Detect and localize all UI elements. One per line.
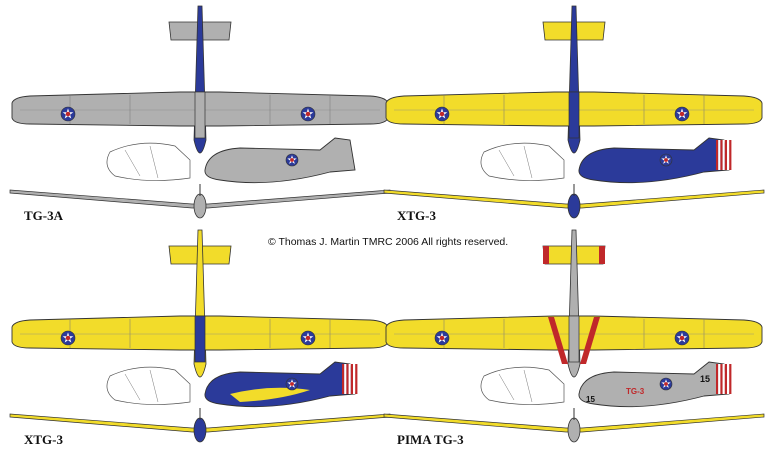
glider-variant-2 — [9, 229, 391, 443]
fuselage-center — [194, 315, 206, 363]
tailplane-stripe — [599, 246, 605, 264]
rudder-stripes — [716, 364, 732, 394]
side-view: 15 TG-3 15 — [480, 361, 732, 408]
canopy-frame — [523, 145, 533, 179]
canopy-sketch — [480, 366, 565, 405]
glider-variant-1 — [383, 5, 765, 219]
nose-number: 15 — [586, 395, 595, 404]
canopy-frame — [498, 149, 515, 177]
roundel-icon — [60, 106, 76, 122]
plan-view — [11, 5, 389, 154]
side-view — [106, 137, 356, 184]
roundel-icon — [285, 377, 299, 391]
canopy-frame — [124, 149, 141, 177]
canopy-frame — [149, 145, 159, 179]
front-fuselage — [193, 417, 207, 443]
canopy-sketch — [106, 142, 191, 181]
front-view — [383, 184, 765, 219]
roundel-icon — [300, 106, 316, 122]
fuselage-code: TG-3 — [626, 387, 645, 396]
canopy-frame — [498, 373, 515, 401]
variant-label-tg-3a: TG-3A — [24, 208, 63, 223]
tail-number: 15 — [700, 374, 710, 384]
roundel-icon — [434, 106, 450, 122]
roundel-icon — [285, 153, 299, 167]
plan-view — [385, 229, 763, 378]
variant-label-pima-tg-3: PIMA TG-3 — [397, 432, 464, 447]
fuselage-side — [578, 137, 730, 184]
rudder-stripes — [342, 364, 358, 394]
fuselage-center — [568, 91, 580, 139]
variant-label-xtg-3-a: XTG-3 — [397, 208, 436, 223]
canopy-sketch — [106, 366, 191, 405]
roundel-icon — [659, 153, 673, 167]
fuselage-side — [204, 137, 356, 184]
roundel-icon — [434, 330, 450, 346]
plan-view — [385, 5, 763, 154]
plan-view — [11, 229, 389, 378]
wing-stripe — [580, 317, 600, 364]
side-view — [106, 361, 358, 408]
front-fuselage — [567, 417, 581, 443]
front-fuselage — [567, 193, 581, 219]
canopy-sketch — [480, 142, 565, 181]
variant-label-xtg-3-b: XTG-3 — [24, 432, 63, 447]
side-view — [480, 137, 732, 184]
front-view — [9, 184, 391, 219]
roundel-icon — [659, 377, 673, 391]
fuselage-center — [194, 91, 206, 139]
front-fuselage — [193, 193, 207, 219]
wing-stripe — [548, 317, 568, 364]
fuselage-side — [578, 361, 730, 408]
front-view — [383, 408, 765, 443]
fuselage-flash — [230, 387, 310, 402]
roundel-icon — [674, 330, 690, 346]
fuselage-center — [568, 315, 580, 363]
canopy-frame — [149, 369, 159, 403]
roundel-icon — [674, 106, 690, 122]
front-view — [9, 408, 391, 443]
tailplane-stripe — [543, 246, 549, 264]
rudder-stripes — [716, 140, 732, 170]
glider-variant-0 — [9, 5, 391, 219]
canopy-frame — [124, 373, 141, 401]
copyright-notice: © Thomas J. Martin TMRC 2006 All rights … — [268, 236, 509, 248]
canopy-frame — [523, 369, 533, 403]
glider-variant-3: 15 TG-3 15 — [383, 229, 765, 443]
fuselage-side — [204, 361, 356, 408]
roundel-icon — [60, 330, 76, 346]
roundel-icon — [300, 330, 316, 346]
